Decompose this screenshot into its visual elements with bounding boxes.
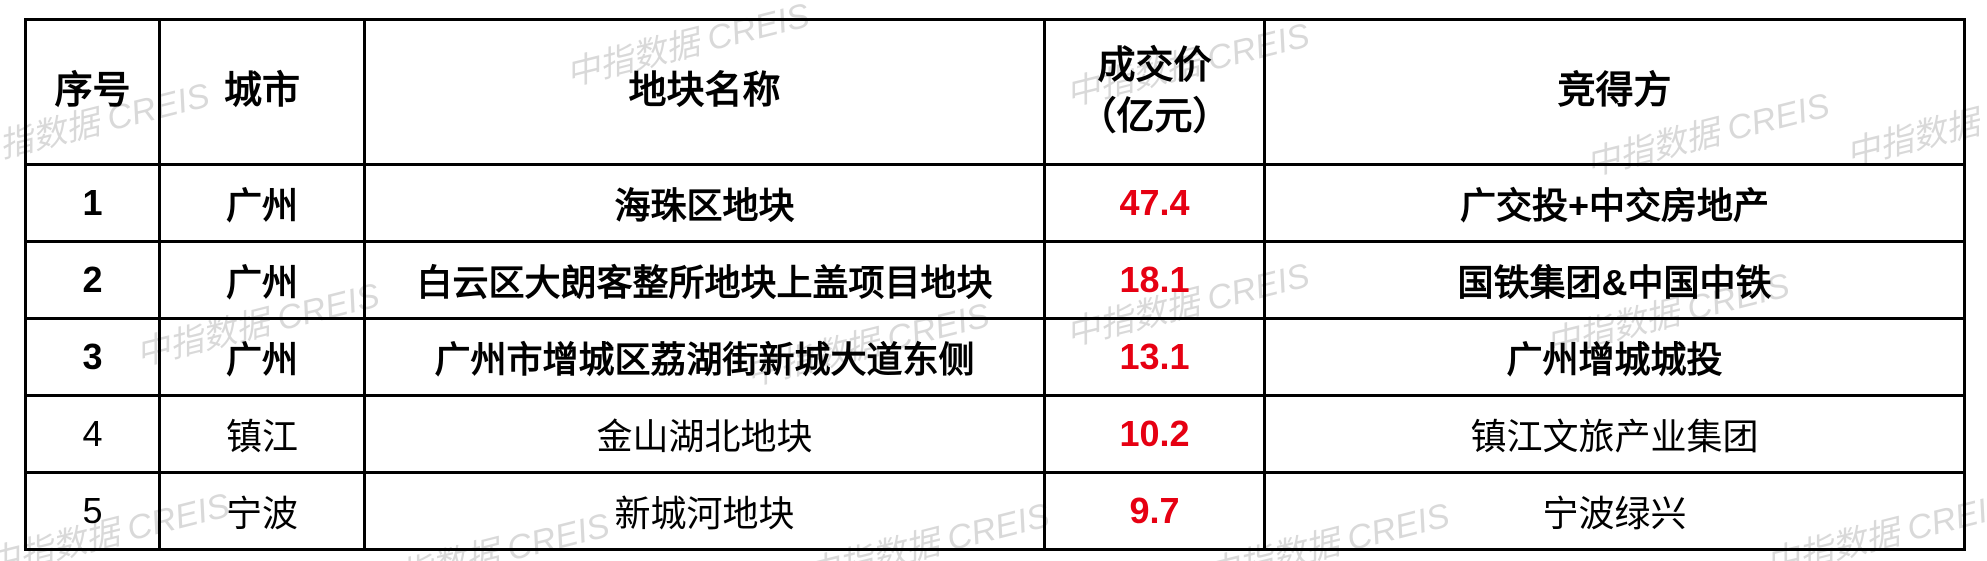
cell-city: 镇江 (160, 396, 365, 473)
table-row: 3广州广州市增城区荔湖街新城大道东侧13.1广州增城城投 (26, 319, 1965, 396)
column-header-city: 城市 (160, 20, 365, 165)
land-sales-table: 序号城市地块名称成交价（亿元）竞得方 1广州海珠区地块47.4广交投+中交房地产… (24, 18, 1966, 551)
column-header-price: 成交价（亿元） (1045, 20, 1265, 165)
cell-city: 广州 (160, 165, 365, 242)
cell-bidder: 镇江文旅产业集团 (1265, 396, 1965, 473)
cell-index: 3 (26, 319, 160, 396)
cell-city: 广州 (160, 242, 365, 319)
cell-bidder: 广交投+中交房地产 (1265, 165, 1965, 242)
cell-index: 4 (26, 396, 160, 473)
table-row: 2广州白云区大朗客整所地块上盖项目地块18.1国铁集团&中国中铁 (26, 242, 1965, 319)
cell-bidder: 广州增城城投 (1265, 319, 1965, 396)
cell-index: 5 (26, 473, 160, 550)
cell-parcel: 金山湖北地块 (365, 396, 1045, 473)
cell-parcel: 新城河地块 (365, 473, 1045, 550)
cell-parcel: 白云区大朗客整所地块上盖项目地块 (365, 242, 1045, 319)
cell-price: 9.7 (1045, 473, 1265, 550)
cell-index: 2 (26, 242, 160, 319)
cell-parcel: 海珠区地块 (365, 165, 1045, 242)
cell-price: 10.2 (1045, 396, 1265, 473)
column-header-parcel: 地块名称 (365, 20, 1045, 165)
cell-parcel: 广州市增城区荔湖街新城大道东侧 (365, 319, 1045, 396)
cell-price: 18.1 (1045, 242, 1265, 319)
cell-price: 47.4 (1045, 165, 1265, 242)
cell-index: 1 (26, 165, 160, 242)
cell-bidder: 国铁集团&中国中铁 (1265, 242, 1965, 319)
table-row: 1广州海珠区地块47.4广交投+中交房地产 (26, 165, 1965, 242)
table-header-row: 序号城市地块名称成交价（亿元）竞得方 (26, 20, 1965, 165)
table-row: 5宁波新城河地块9.7宁波绿兴 (26, 473, 1965, 550)
table-body: 1广州海珠区地块47.4广交投+中交房地产2广州白云区大朗客整所地块上盖项目地块… (26, 165, 1965, 550)
cell-city: 广州 (160, 319, 365, 396)
cell-price: 13.1 (1045, 319, 1265, 396)
cell-city: 宁波 (160, 473, 365, 550)
column-header-bidder: 竞得方 (1265, 20, 1965, 165)
table-row: 4镇江金山湖北地块10.2镇江文旅产业集团 (26, 396, 1965, 473)
column-header-index: 序号 (26, 20, 160, 165)
cell-bidder: 宁波绿兴 (1265, 473, 1965, 550)
